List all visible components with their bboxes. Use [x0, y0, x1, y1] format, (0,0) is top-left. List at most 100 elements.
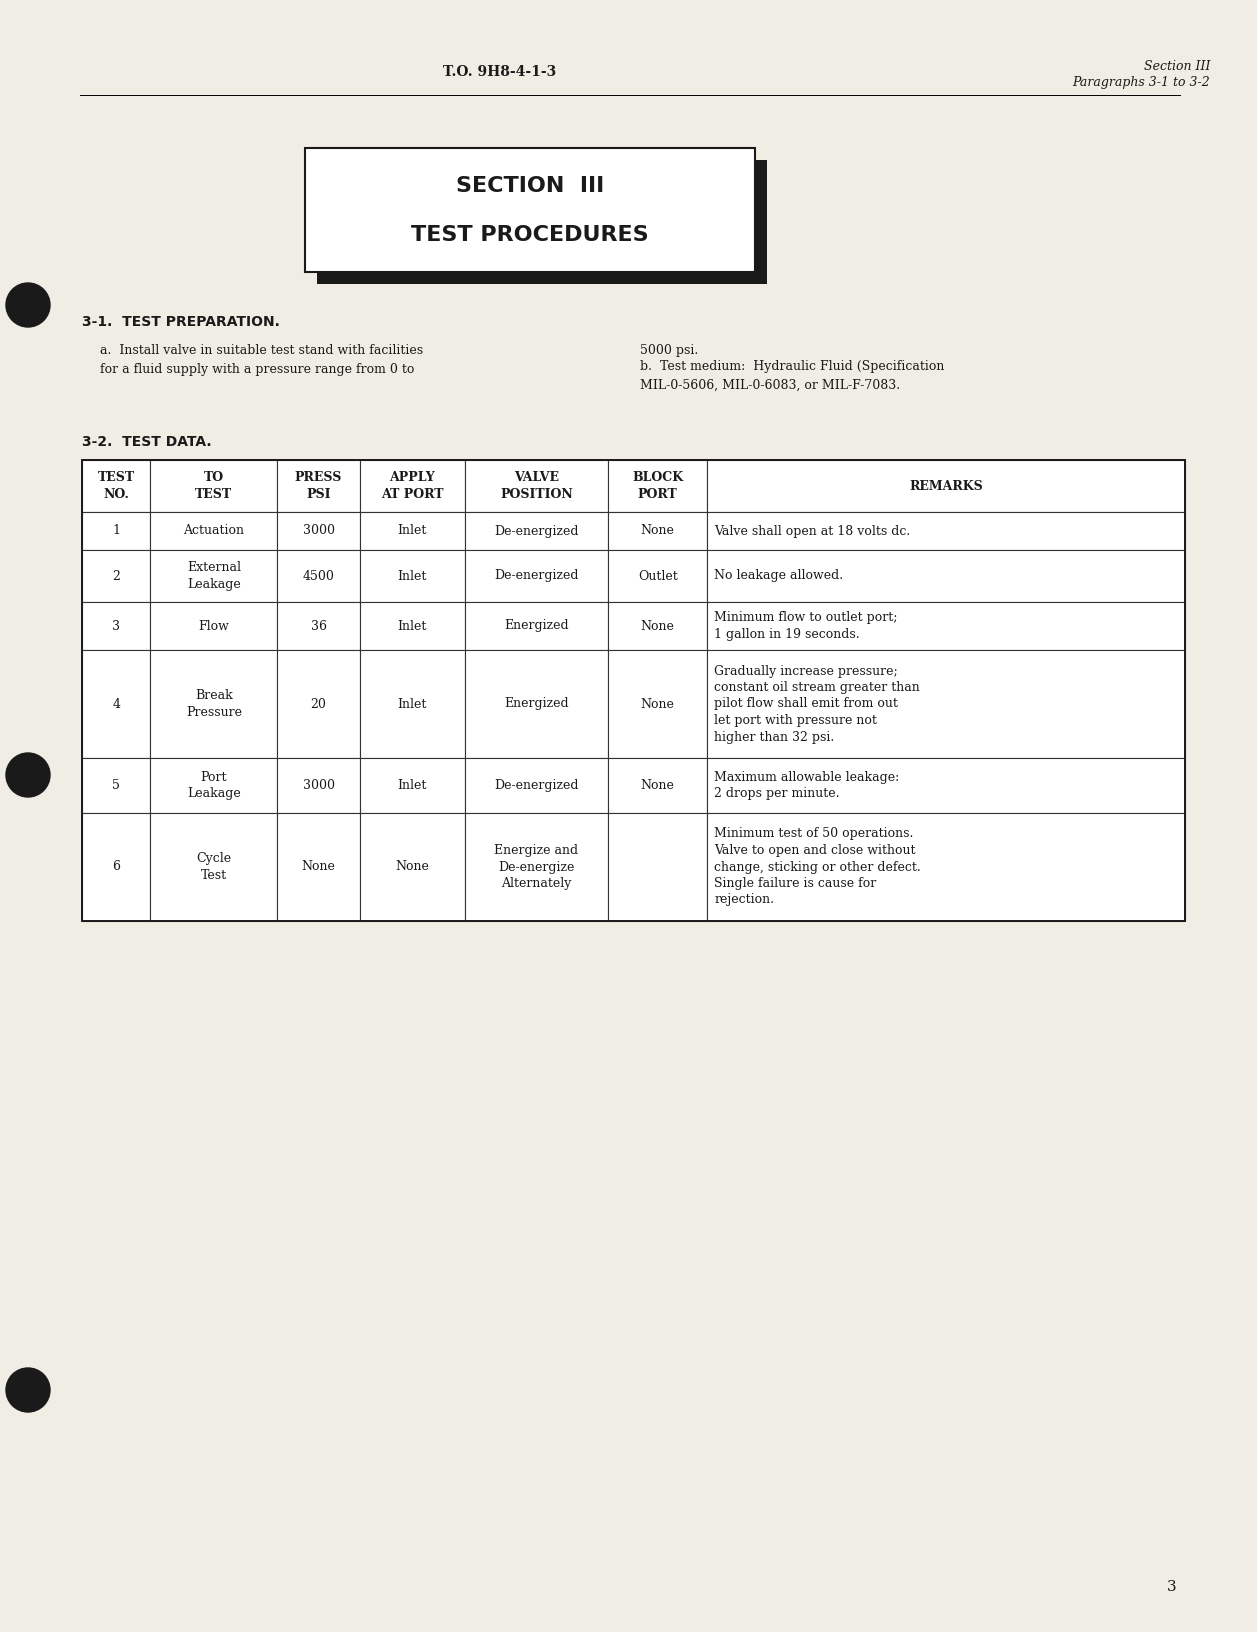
Bar [82, 512, 151, 550]
Circle shape [6, 1368, 50, 1412]
Bar [708, 813, 1185, 920]
Text: 2: 2 [112, 570, 121, 583]
Text: 3-1.  TEST PREPARATION.: 3-1. TEST PREPARATION. [82, 315, 280, 330]
Text: Port
Leakage: Port Leakage [187, 770, 240, 800]
Text: SECTION  III: SECTION III [456, 176, 605, 196]
Bar [465, 550, 608, 602]
Text: TEST
NO.: TEST NO. [98, 472, 134, 501]
Text: None: None [641, 524, 675, 537]
Text: Outlet: Outlet [637, 570, 678, 583]
Bar [608, 813, 708, 920]
Text: Inlet: Inlet [397, 524, 427, 537]
Text: No leakage allowed.: No leakage allowed. [714, 570, 843, 583]
Bar [82, 550, 151, 602]
Bar [151, 757, 278, 813]
Text: Minimum test of 50 operations.
Valve to open and close without
change, sticking : Minimum test of 50 operations. Valve to … [714, 827, 921, 906]
Text: Energize and
De-energize
Alternately: Energize and De-energize Alternately [494, 844, 578, 889]
Text: REMARKS: REMARKS [909, 480, 983, 493]
Text: Inlet: Inlet [397, 697, 427, 710]
Bar [151, 550, 278, 602]
Bar [465, 813, 608, 920]
Bar [608, 602, 708, 650]
Bar [82, 460, 151, 512]
Text: 4: 4 [112, 697, 121, 710]
Bar [608, 550, 708, 602]
Text: 6: 6 [112, 860, 121, 873]
Bar [305, 149, 755, 273]
Text: Energized: Energized [504, 620, 568, 633]
Text: 3: 3 [112, 620, 121, 633]
Bar [278, 512, 360, 550]
Text: None: None [641, 778, 675, 792]
Text: Paragraphs 3-1 to 3-2: Paragraphs 3-1 to 3-2 [1072, 77, 1210, 90]
Circle shape [6, 752, 50, 796]
Text: Maximum allowable leakage:
2 drops per minute.: Maximum allowable leakage: 2 drops per m… [714, 770, 900, 800]
Text: a.  Install valve in suitable test stand with facilities
for a fluid supply with: a. Install valve in suitable test stand … [101, 344, 424, 375]
Text: Section III: Section III [1144, 60, 1210, 73]
Text: T.O. 9H8-4-1-3: T.O. 9H8-4-1-3 [444, 65, 557, 78]
Text: Inlet: Inlet [397, 570, 427, 583]
Bar [278, 650, 360, 757]
Bar [82, 460, 1185, 920]
Bar [82, 757, 151, 813]
Bar [82, 650, 151, 757]
Text: b.  Test medium:  Hydraulic Fluid (Specification
MIL-0-5606, MIL-0-6083, or MIL-: b. Test medium: Hydraulic Fluid (Specifi… [640, 361, 944, 392]
Bar [317, 160, 767, 284]
Text: None: None [302, 860, 336, 873]
Text: 3000: 3000 [303, 524, 334, 537]
Bar [465, 460, 608, 512]
Text: Inlet: Inlet [397, 620, 427, 633]
Text: Valve shall open at 18 volts dc.: Valve shall open at 18 volts dc. [714, 524, 910, 537]
Text: De-energized: De-energized [494, 524, 578, 537]
Bar [708, 757, 1185, 813]
Bar [608, 650, 708, 757]
Text: 3-2.  TEST DATA.: 3-2. TEST DATA. [82, 436, 211, 449]
Bar [465, 650, 608, 757]
Bar [151, 650, 278, 757]
Text: None: None [641, 620, 675, 633]
Bar [151, 813, 278, 920]
Text: None: None [641, 697, 675, 710]
Text: 3000: 3000 [303, 778, 334, 792]
Bar [608, 757, 708, 813]
Text: Flow: Flow [199, 620, 229, 633]
Bar [608, 460, 708, 512]
Bar [278, 550, 360, 602]
Bar [465, 757, 608, 813]
Text: Actuation: Actuation [184, 524, 244, 537]
Text: TEST PROCEDURES: TEST PROCEDURES [411, 225, 649, 245]
Bar [608, 512, 708, 550]
Circle shape [6, 282, 50, 326]
Text: BLOCK
PORT: BLOCK PORT [632, 472, 684, 501]
Text: Cycle
Test: Cycle Test [196, 852, 231, 881]
Text: Minimum flow to outlet port;
1 gallon in 19 seconds.: Minimum flow to outlet port; 1 gallon in… [714, 612, 897, 641]
Bar [465, 512, 608, 550]
Bar [360, 460, 465, 512]
Bar [708, 512, 1185, 550]
Text: Break
Pressure: Break Pressure [186, 689, 241, 718]
Bar [465, 602, 608, 650]
Bar [151, 512, 278, 550]
Text: De-energized: De-energized [494, 778, 578, 792]
Text: External
Leakage: External Leakage [187, 561, 241, 591]
Bar [278, 602, 360, 650]
Text: Inlet: Inlet [397, 778, 427, 792]
Text: Energized: Energized [504, 697, 568, 710]
Bar [278, 460, 360, 512]
Bar [708, 650, 1185, 757]
Text: 1: 1 [112, 524, 121, 537]
Text: None: None [396, 860, 430, 873]
Bar [360, 650, 465, 757]
Bar [278, 757, 360, 813]
Text: De-energized: De-energized [494, 570, 578, 583]
Text: 5000 psi.: 5000 psi. [640, 344, 698, 357]
Bar [151, 460, 278, 512]
Bar [708, 550, 1185, 602]
Text: VALVE
POSITION: VALVE POSITION [500, 472, 573, 501]
Bar [82, 602, 151, 650]
Text: 20: 20 [310, 697, 327, 710]
Text: 4500: 4500 [303, 570, 334, 583]
Bar [360, 550, 465, 602]
Bar [360, 602, 465, 650]
Text: APPLY
AT PORT: APPLY AT PORT [381, 472, 444, 501]
